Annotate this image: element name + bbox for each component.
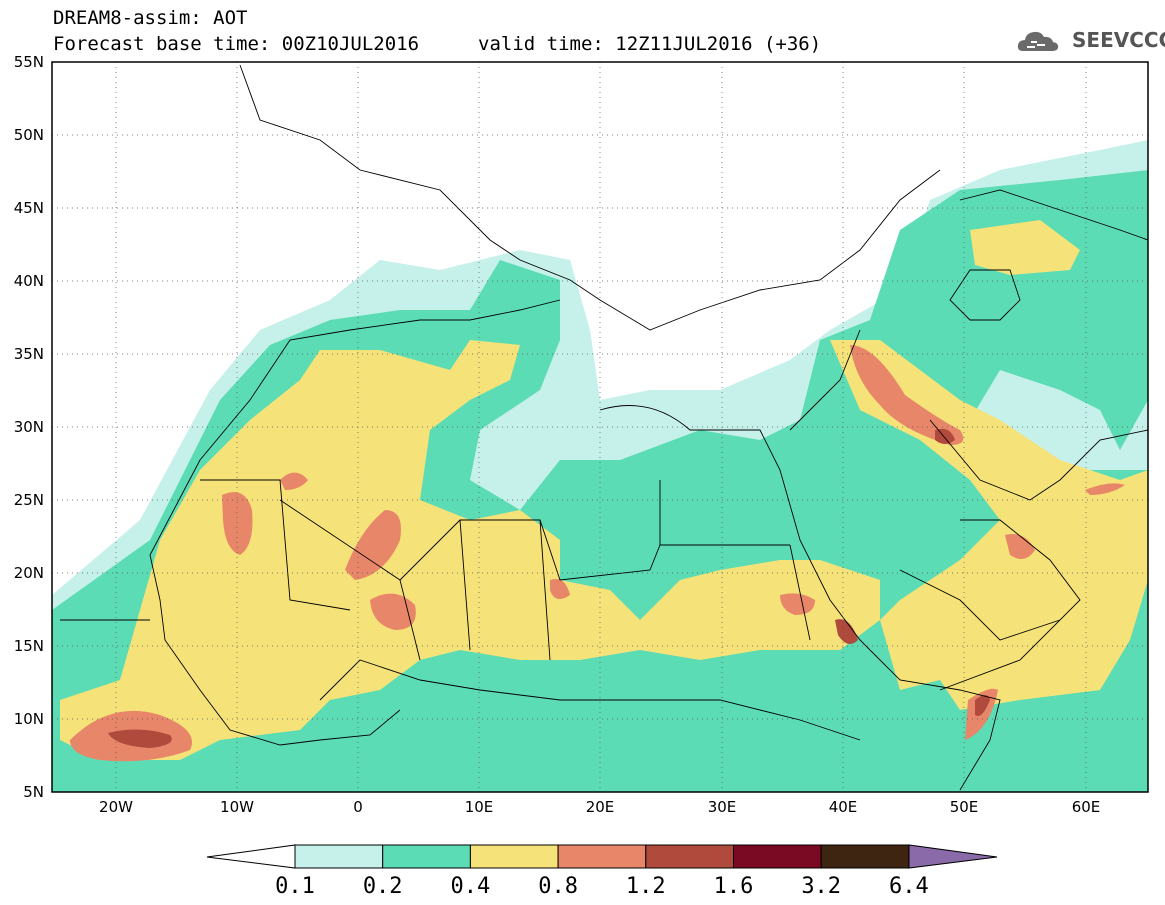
colorbar-segment (557, 844, 647, 869)
cloud-icon (1017, 31, 1059, 51)
colorbar-over-triangle (908, 844, 998, 869)
lon-tick-label: 40E (829, 798, 858, 816)
lat-tick-label: 25N (14, 491, 44, 509)
coastlines (60, 64, 1148, 791)
colorbar-label: 3.2 (801, 874, 841, 899)
colorbar-segment (645, 844, 734, 869)
colorbar-label: 0.1 (275, 874, 315, 899)
colorbar-label: 0.2 (363, 874, 403, 899)
valid-time: valid time: 12Z11JUL2016 (+36) (478, 33, 822, 55)
colorbar-segment (733, 844, 822, 869)
lat-tick-label: 15N (14, 637, 44, 655)
colorbar-label: 0.8 (538, 874, 578, 899)
map-frame (51, 61, 1149, 793)
colorbar-segment (294, 844, 384, 869)
lat-tick-label: 30N (14, 418, 44, 436)
lon-tick-label: 20W (99, 798, 133, 816)
lon-tick-label: 10W (220, 798, 254, 816)
lon-tick-label: 20E (586, 798, 615, 816)
lat-tick-label: 5N (23, 783, 44, 801)
lat-tick-label: 35N (14, 345, 44, 363)
colorbar-segment (469, 844, 559, 869)
aot-field (52, 140, 1148, 792)
colorbar-label: 6.4 (889, 874, 929, 899)
lat-tick-label: 55N (14, 53, 44, 71)
forecast-base-time: Forecast base time: 00Z10JUL2016 (53, 33, 420, 55)
grid-lines (52, 62, 1148, 792)
lon-axis: 20W 10W 0 10E 20E 30E 40E 50E 60E (99, 798, 1100, 816)
lon-tick-label: 10E (465, 798, 494, 816)
colorbar-label: 0.4 (451, 874, 491, 899)
colorbar-segment (382, 844, 471, 869)
lon-tick-label: 0 (353, 798, 363, 816)
lon-tick-label: 30E (708, 798, 737, 816)
lon-tick-label: 60E (1072, 798, 1101, 816)
colorbar-label: 1.2 (626, 874, 666, 899)
lat-tick-label: 45N (14, 199, 44, 217)
lat-tick-label: 50N (14, 126, 44, 144)
colorbar-label: 1.6 (714, 874, 754, 899)
colorbar-segment (820, 844, 910, 869)
colorbar: 0.1 0.2 0.4 0.8 1.2 1.6 3.2 6.4 (206, 844, 998, 899)
lat-tick-label: 20N (14, 564, 44, 582)
colorbar-under-triangle (206, 844, 296, 869)
lat-tick-label: 40N (14, 272, 44, 290)
lon-tick-label: 50E (950, 798, 979, 816)
lat-tick-label: 10N (14, 710, 44, 728)
logo-text: SEEVCCC (1072, 28, 1165, 52)
lat-axis: 5N 10N 15N 20N 25N 30N 35N 40N 45N 50N 5… (14, 53, 44, 801)
map-title: DREAM8-assim: AOT (53, 7, 248, 29)
